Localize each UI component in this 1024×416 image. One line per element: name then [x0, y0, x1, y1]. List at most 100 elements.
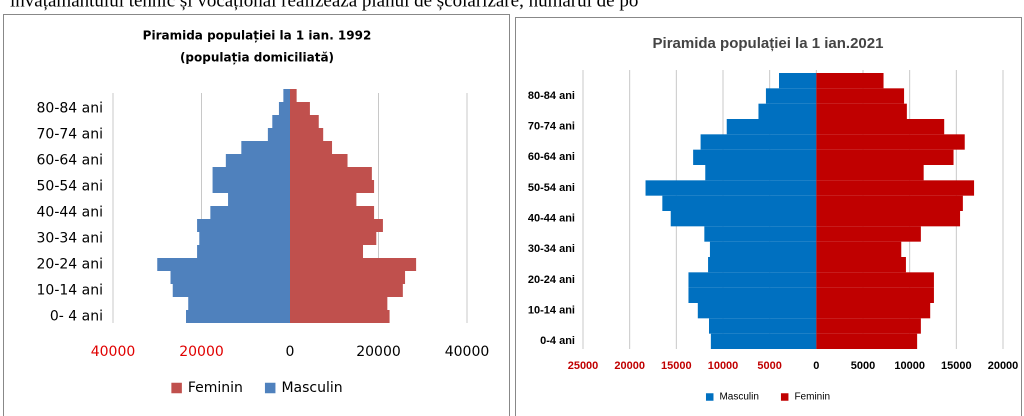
bar — [816, 211, 961, 227]
bar — [170, 271, 290, 284]
x-tick-label: 5000 — [851, 360, 875, 372]
bar — [816, 333, 918, 349]
x-tick-label: 15000 — [941, 360, 972, 372]
bar — [816, 103, 907, 119]
legend-label: Masculin — [281, 380, 342, 396]
y-tick-label: 20-24 ani — [37, 257, 103, 273]
bar — [283, 89, 290, 102]
bar — [157, 258, 290, 271]
y-tick-label: 30-34 ani — [37, 231, 103, 247]
bar — [705, 165, 817, 181]
bar — [290, 115, 319, 128]
y-tick-label: 80-84 ani — [528, 90, 575, 102]
bar — [816, 119, 945, 135]
x-tick-label: 10000 — [894, 360, 925, 372]
y-tick-label: 30-34 ani — [528, 243, 575, 255]
header-text: învățământului tehnic și vocațional real… — [9, 0, 638, 11]
bar — [241, 141, 290, 154]
x-tick-label: 5000 — [757, 360, 781, 372]
chart-title: Piramida populației la 1 ian.2021 — [653, 35, 884, 52]
bar — [212, 167, 290, 180]
bar — [645, 180, 817, 196]
bar — [290, 297, 388, 310]
bar — [816, 165, 924, 181]
x-tick-label: 20000 — [988, 360, 1019, 372]
x-tick-label: 0 — [813, 360, 819, 372]
bar — [278, 102, 290, 115]
bar — [290, 128, 324, 141]
bar — [708, 257, 817, 273]
x-tick-label: 10000 — [708, 360, 739, 372]
x-tick-label: 20000 — [356, 344, 401, 360]
y-tick-label: 0- 4 ani — [50, 309, 103, 325]
bar — [188, 297, 290, 310]
legend-swatch — [780, 393, 789, 401]
x-tick-label: 20000 — [614, 360, 645, 372]
bar — [272, 115, 290, 128]
bar — [290, 89, 297, 102]
bar — [197, 219, 290, 232]
y-tick-label: 40-44 ani — [528, 213, 575, 225]
bar — [709, 241, 817, 257]
bar — [816, 287, 934, 303]
bar — [816, 318, 921, 334]
x-tick-label: 15000 — [661, 360, 692, 372]
bar — [779, 73, 817, 89]
legend-swatch — [705, 393, 714, 401]
bar — [197, 245, 290, 258]
bar — [172, 284, 290, 297]
bar — [228, 193, 290, 206]
bar — [186, 310, 290, 323]
bar — [290, 154, 348, 167]
bar — [290, 219, 383, 232]
x-tick-label: 40000 — [445, 344, 490, 360]
y-tick-label: 50-54 ani — [528, 182, 575, 194]
bar — [290, 193, 357, 206]
bar — [290, 102, 310, 115]
bar — [704, 226, 817, 242]
y-tick-label: 60-64 ani — [528, 151, 575, 163]
bar — [700, 134, 817, 150]
bar — [710, 333, 817, 349]
x-tick-label: 0 — [286, 344, 295, 360]
y-tick-label: 70-74 ani — [528, 121, 575, 133]
bar — [290, 141, 333, 154]
bar — [709, 318, 817, 334]
bar — [290, 245, 364, 258]
legend-label: Feminin — [794, 392, 830, 403]
bar — [290, 258, 417, 271]
bar — [290, 284, 403, 297]
bar — [290, 271, 406, 284]
chart-subtitle: (populația domiciliată) — [180, 51, 334, 65]
y-tick-label: 20-24 ani — [528, 274, 575, 286]
bar — [199, 232, 290, 245]
bar — [816, 134, 965, 150]
legend-label: Masculin — [719, 392, 758, 403]
bar — [816, 303, 931, 319]
bar — [816, 195, 963, 211]
chart-title: Piramida populației la 1 ian. 1992 — [143, 29, 372, 43]
bar — [210, 206, 290, 219]
y-tick-label: 80-84 ani — [37, 101, 103, 117]
legend-swatch — [171, 382, 182, 394]
bar — [267, 128, 290, 141]
legend-label: Feminin — [188, 380, 243, 396]
bar — [816, 180, 975, 196]
bar — [688, 287, 817, 303]
x-tick-label: 25000 — [568, 360, 599, 372]
bar — [290, 167, 372, 180]
bar — [290, 206, 375, 219]
bar — [726, 119, 817, 135]
bar — [697, 303, 817, 319]
bar — [225, 154, 290, 167]
bar — [816, 88, 905, 104]
bar — [670, 211, 817, 227]
bar — [816, 226, 921, 242]
bar — [758, 103, 817, 119]
y-tick-label: 60-64 ani — [37, 153, 103, 169]
bar — [816, 149, 954, 165]
bar — [688, 272, 817, 288]
y-tick-label: 40-44 ani — [37, 205, 103, 221]
y-tick-label: 0-4 ani — [540, 335, 575, 347]
